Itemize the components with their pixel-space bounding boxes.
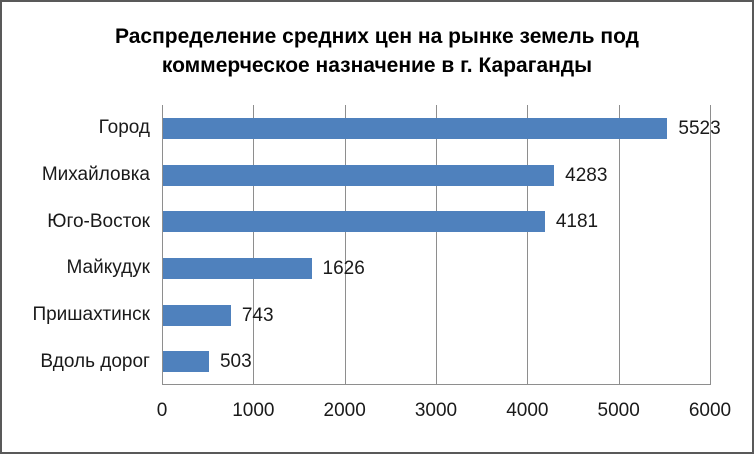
bar (163, 211, 545, 233)
bar-value-label: 503 (219, 351, 252, 373)
chart-title-line2: коммерческое назначение в г. Караганды (161, 54, 593, 77)
x-axis-tick-label: 0 (156, 400, 168, 421)
x-axis-tick-label: 6000 (688, 400, 732, 421)
vertical-gridline (253, 105, 255, 385)
x-axis-tick-label: 2000 (323, 400, 366, 421)
x-axis-tick-label: 4000 (506, 400, 549, 421)
bar (163, 164, 555, 186)
bar-value-label: 4181 (555, 211, 599, 233)
category-axis-label: Город (98, 117, 150, 139)
bar (163, 351, 209, 373)
bar-value-label: 5523 (678, 117, 721, 139)
bar-value-label: 1626 (322, 257, 365, 279)
category-axis-label: Пришахтинск (32, 304, 150, 325)
vertical-gridline (527, 105, 529, 385)
vertical-gridline (436, 105, 437, 385)
bar (163, 257, 312, 279)
x-axis-tick-label: 1000 (232, 400, 275, 421)
category-axis-label: Михайловка (41, 164, 150, 185)
vertical-gridline (344, 105, 346, 385)
bar (163, 117, 668, 139)
plot-area: 5523 4283 4181 1626 743 503 (162, 105, 721, 385)
x-axis-tick-label: 5000 (597, 400, 640, 421)
category-axis-label: Майкудук (66, 257, 150, 279)
vertical-gridline (710, 105, 711, 385)
chart-title: Распределение средних цен на рынке земел… (2, 22, 752, 80)
bar-value-label: 743 (241, 304, 274, 326)
bar-value-label: 4283 (565, 164, 608, 186)
category-axis-label: Юго-Восток (47, 210, 150, 232)
value-axis-line (162, 105, 163, 385)
chart-title-line1: Распределение средних цен на рынке земел… (115, 25, 639, 48)
vertical-gridline (618, 105, 620, 385)
x-axis-tick-label: 3000 (414, 400, 458, 421)
bar (163, 304, 231, 326)
category-axis-label: Вдоль дорог (40, 350, 150, 372)
